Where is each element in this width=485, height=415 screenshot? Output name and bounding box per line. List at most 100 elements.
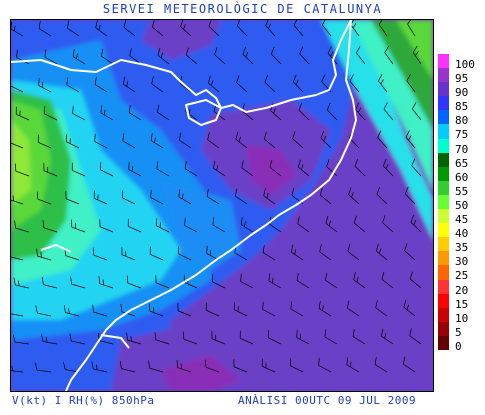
wind-barb (353, 272, 366, 289)
wind-barb (240, 273, 254, 289)
legend-swatch (438, 82, 449, 97)
wind-barb (326, 159, 338, 177)
wind-barb (12, 334, 30, 345)
wind-barb (71, 162, 86, 177)
wind-barb (211, 331, 226, 345)
wind-barb (155, 275, 170, 289)
wind-barb (241, 160, 254, 177)
wind-barb (270, 46, 282, 65)
legend-label: 10 (455, 311, 469, 325)
legend-swatch (438, 335, 449, 350)
rh-95-100-area (246, 145, 296, 195)
wind-barb (120, 304, 136, 317)
wind-barb (297, 159, 310, 177)
legend-label: 85 (455, 100, 469, 114)
wind-barb (410, 215, 422, 233)
wind-barb (382, 158, 394, 177)
wind-barb (346, 357, 360, 373)
legend-swatch (438, 68, 449, 83)
wind-barb (99, 219, 114, 233)
legend-label: 15 (455, 297, 469, 311)
relative-humidity-map (10, 19, 434, 392)
wind-barb (122, 190, 136, 205)
wind-barb (403, 356, 416, 373)
wind-barb (176, 360, 192, 373)
wind-barb (185, 47, 198, 65)
wind-barb (291, 244, 304, 261)
wind-barb (95, 20, 108, 37)
analysis-time-caption: ANÀLISI 00UTC 09 JUL 2009 (238, 394, 417, 407)
wind-barb (207, 75, 220, 93)
wind-barb (69, 333, 86, 345)
wind-barb (322, 20, 332, 37)
northern-border (11, 20, 352, 113)
wind-barb (70, 276, 86, 289)
wind-barb (354, 159, 366, 177)
wind-barb (405, 130, 416, 149)
legend-swatch (438, 138, 449, 153)
legend-swatch (438, 110, 449, 125)
legend-label: 95 (455, 72, 469, 86)
wind-barb (121, 247, 136, 261)
rh-70-75-east-band (321, 20, 433, 240)
legend-swatch (438, 251, 449, 266)
wind-barb (213, 160, 226, 177)
wind-barb (43, 163, 58, 177)
legend-label: 0 (455, 339, 462, 353)
legend-swatch (438, 124, 449, 139)
wind-barb (261, 358, 276, 373)
wind-barb (325, 272, 338, 289)
wind-barb (319, 244, 332, 261)
wind-barb (66, 134, 80, 149)
wind-barb (297, 216, 310, 233)
wind-barb (184, 217, 198, 233)
wind-barb (44, 49, 58, 65)
wind-barb (320, 131, 332, 149)
legend-swatch (438, 279, 449, 294)
wind-barb (235, 188, 248, 205)
wind-barb (235, 131, 248, 149)
rh-90-95-area-nw (141, 20, 221, 60)
wind-barb (292, 74, 304, 93)
wind-barb (375, 243, 388, 261)
legend-swatch (438, 180, 449, 195)
wind-barb (381, 271, 394, 289)
legend-label: 65 (455, 156, 469, 170)
wind-barb (15, 163, 30, 177)
wind-barb (240, 217, 254, 233)
wind-barb (265, 20, 276, 37)
wind-barb (154, 332, 170, 345)
rh-45-50-area-west (11, 120, 31, 205)
legend-label: 25 (455, 269, 469, 283)
wind-barb (128, 161, 142, 177)
wind-barb (404, 243, 416, 261)
wind-barb (63, 305, 80, 317)
wind-barb (127, 275, 142, 289)
wind-barb (180, 20, 192, 37)
wind-barb (93, 247, 108, 261)
wind-barb (91, 361, 108, 373)
legend-label: 20 (455, 283, 469, 297)
wind-barb (236, 20, 248, 37)
wind-barb (412, 102, 422, 121)
legend-label: 30 (455, 255, 469, 269)
legend-swatch (438, 96, 449, 111)
wind-barb (119, 361, 136, 373)
wind-barb (71, 219, 86, 233)
wind-barb (11, 78, 24, 93)
island-outline (185, 99, 222, 126)
wind-barb (412, 45, 422, 65)
wind-barb (128, 105, 142, 121)
wind-barb (409, 271, 422, 289)
legend-swatch (438, 54, 449, 69)
wind-barb (383, 102, 394, 121)
wind-barb (100, 105, 114, 121)
legend-label: 40 (455, 227, 469, 241)
wind-barb (15, 106, 30, 121)
wind-barb (292, 131, 304, 149)
wind-barb (11, 21, 24, 37)
wind-barb (151, 76, 164, 93)
wind-barb (298, 103, 310, 121)
legend-label: 100 (455, 58, 475, 71)
wind-barb (318, 301, 332, 317)
